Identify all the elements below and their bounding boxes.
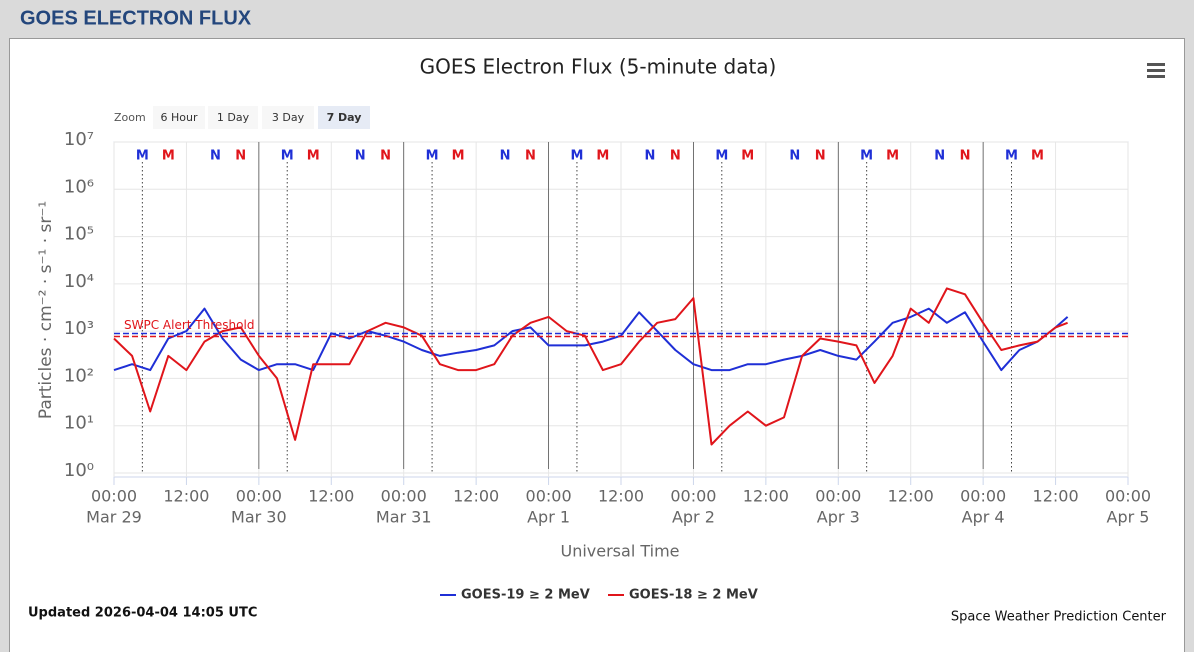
x-tick-label: 12:00	[888, 487, 934, 506]
local-time-marker: N	[380, 149, 391, 164]
x-tick-date: Apr 2	[672, 508, 715, 527]
x-tick-label: 00:00	[1105, 487, 1151, 506]
x-tick-label: 12:00	[163, 487, 209, 506]
series-line	[113, 307, 1069, 372]
local-time-marker: M	[281, 149, 294, 164]
header-title: GOES ELECTRON FLUX	[20, 7, 252, 29]
local-time-marker: N	[789, 149, 800, 164]
y-tick-label: 10¹	[64, 413, 94, 434]
menu-button[interactable]	[1147, 63, 1165, 78]
legend-item[interactable]: GOES-19 ≥ 2 MeV	[440, 588, 590, 603]
menu-bar	[1147, 63, 1165, 66]
chart-title: GOES Electron Flux (5-minute data)	[420, 55, 777, 79]
local-time-marker: M	[162, 149, 175, 164]
x-tick-date: Mar 30	[231, 508, 287, 527]
x-tick-label: 00:00	[526, 487, 572, 506]
local-time-marker: M	[860, 149, 873, 164]
local-time-marker: N	[645, 149, 656, 164]
x-tick-label: 00:00	[236, 487, 282, 506]
x-tick-date: Apr 1	[527, 508, 570, 527]
zoom-button-label: 6 Hour	[161, 111, 198, 124]
local-time-marker: M	[715, 149, 728, 164]
local-time-marker: N	[960, 149, 971, 164]
y-tick-label: 10⁵	[64, 224, 94, 245]
legend-label: GOES-18 ≥ 2 MeV	[629, 588, 758, 603]
x-tick-date: Mar 29	[86, 508, 142, 527]
y-tick-label: 10⁷	[64, 129, 94, 150]
local-time-marker: M	[136, 149, 149, 164]
y-tick-label: 10⁴	[64, 271, 94, 292]
local-time-marker: N	[815, 149, 826, 164]
x-tick-date: Apr 5	[1107, 508, 1150, 527]
updated-note: Updated 2026-04-04 14:05 UTC	[28, 606, 257, 621]
zoom-button-label: 3 Day	[272, 111, 305, 124]
local-time-marker: N	[500, 149, 511, 164]
local-time-marker: M	[1031, 149, 1044, 164]
menu-bar	[1147, 75, 1165, 78]
local-time-marker: M	[307, 149, 320, 164]
zoom-button[interactable]: 6 Hour	[153, 106, 205, 129]
x-tick-label: 12:00	[308, 487, 354, 506]
y-axis-title: Particles · cm⁻² · s⁻¹ · sr⁻¹	[36, 201, 56, 419]
legend-item[interactable]: GOES-18 ≥ 2 MeV	[608, 588, 758, 603]
local-time-marker: N	[525, 149, 536, 164]
zoom-button-bg	[318, 106, 370, 129]
zoom-button-bg	[153, 106, 205, 129]
local-time-marker: N	[934, 149, 945, 164]
local-time-marker: M	[596, 149, 609, 164]
x-tick-label: 12:00	[598, 487, 644, 506]
zoom-button[interactable]: 3 Day	[262, 106, 314, 129]
local-time-marker: M	[426, 149, 439, 164]
zoom-label: Zoom	[114, 111, 146, 124]
y-tick-label: 10³	[64, 318, 94, 339]
series-line	[113, 287, 1068, 446]
x-tick-date: Apr 4	[962, 508, 1005, 527]
x-tick-label: 00:00	[91, 487, 137, 506]
zoom-button-label: 1 Day	[217, 111, 250, 124]
x-tick-label: 00:00	[381, 487, 427, 506]
local-time-marker: M	[741, 149, 754, 164]
x-tick-label: 12:00	[1033, 487, 1079, 506]
x-tick-date: Apr 3	[817, 508, 860, 527]
local-time-marker: N	[355, 149, 366, 164]
x-tick-label: 12:00	[453, 487, 499, 506]
local-time-marker: N	[670, 149, 681, 164]
zoom-button-bg	[262, 106, 314, 129]
y-tick-label: 10⁰	[64, 460, 94, 481]
credit: Space Weather Prediction Center	[951, 610, 1167, 625]
x-axis-title: Universal Time	[560, 542, 679, 561]
local-time-marker: M	[570, 149, 583, 164]
zoom-button-bg	[208, 106, 258, 129]
local-time-marker: M	[452, 149, 465, 164]
y-tick-label: 10²	[64, 365, 94, 386]
x-tick-label: 00:00	[815, 487, 861, 506]
local-time-marker: N	[210, 149, 221, 164]
local-time-marker: N	[235, 149, 246, 164]
x-tick-label: 00:00	[960, 487, 1006, 506]
zoom-button[interactable]: 1 Day	[208, 106, 258, 129]
local-time-marker: M	[1005, 149, 1018, 164]
threshold-label: SWPC Alert Threshold	[124, 318, 254, 332]
x-tick-label: 12:00	[743, 487, 789, 506]
menu-bar	[1147, 69, 1165, 72]
y-tick-label: 10⁶	[64, 176, 94, 197]
zoom-button-label: 7 Day	[327, 111, 362, 124]
local-time-marker: M	[886, 149, 899, 164]
x-tick-date: Mar 31	[376, 508, 432, 527]
zoom-button[interactable]: 7 Day	[318, 106, 370, 129]
legend-label: GOES-19 ≥ 2 MeV	[461, 588, 590, 603]
x-tick-label: 00:00	[670, 487, 716, 506]
